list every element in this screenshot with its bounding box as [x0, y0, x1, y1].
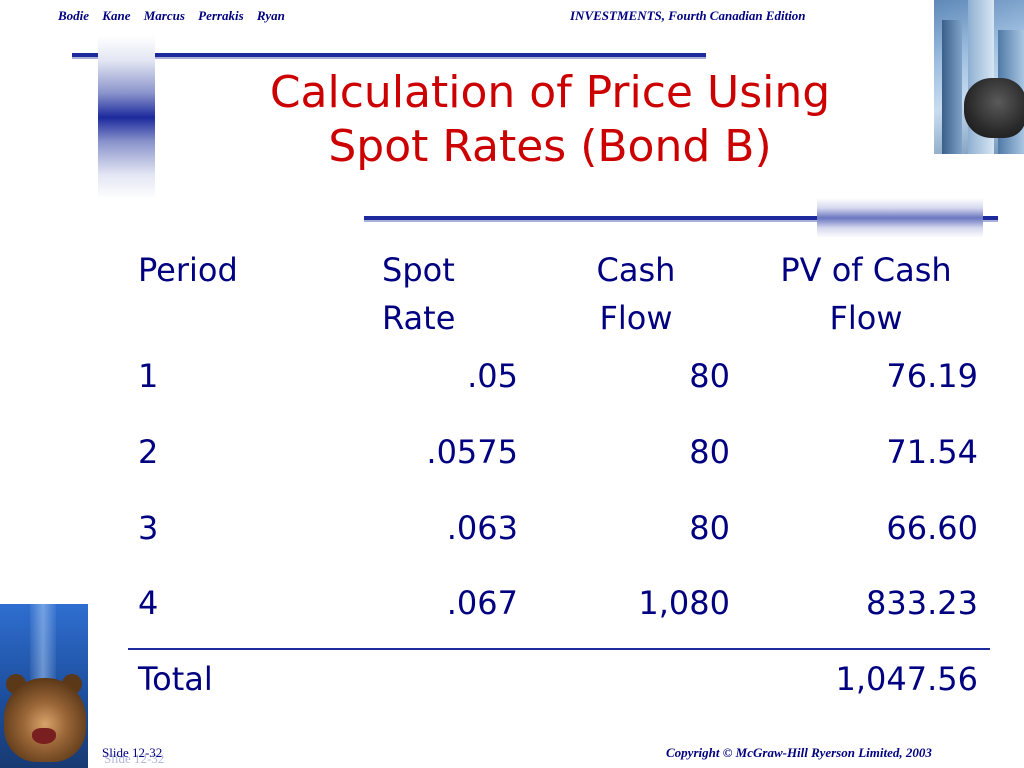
decorative-gradient-column	[98, 36, 155, 199]
copyright: Copyright © McGraw-Hill Ryerson Limited,…	[666, 745, 932, 760]
bear-photo	[0, 604, 88, 768]
header-cash-flow-line-2: Flow	[599, 299, 673, 337]
header-pv-of-cash-flow: PV of Cash Flow	[748, 246, 984, 342]
header-period: Period	[138, 251, 238, 289]
cell-spot-rate: .05	[467, 357, 518, 395]
header-spot-rate: Spot Rate	[382, 246, 455, 342]
decorative-rule-bottom-shadow	[364, 220, 998, 222]
header-authors: Bodie Kane Marcus Perrakis Ryan	[58, 8, 285, 23]
cell-cash-flow: 80	[689, 357, 730, 395]
slide-title-line-2: Spot Rates (Bond B)	[328, 121, 772, 172]
header-spot-rate-line-2: Rate	[382, 299, 456, 337]
header-pv-line-2: Flow	[829, 299, 903, 337]
cell-pv: 66.60	[886, 509, 978, 547]
bull-photo	[934, 0, 1024, 154]
cell-pv: 76.19	[886, 357, 978, 395]
decorative-rule-bottom	[364, 216, 998, 220]
decorative-rule-top-shadow	[72, 57, 706, 59]
cell-period: 3	[138, 509, 159, 547]
cell-period: 4	[138, 584, 159, 622]
cell-cash-flow: 1,080	[638, 584, 730, 622]
total-label: Total	[138, 660, 213, 698]
slide-title: Calculation of Price Using Spot Rates (B…	[175, 66, 925, 174]
cell-pv: 71.54	[886, 433, 978, 471]
cell-spot-rate: .0575	[426, 433, 518, 471]
cell-period: 1	[138, 357, 159, 395]
cell-cash-flow: 80	[689, 509, 730, 547]
slide-number: Slide 12-32	[102, 745, 163, 760]
header-cash-flow: Cash Flow	[564, 246, 708, 342]
cell-spot-rate: .063	[446, 509, 518, 547]
header-pv-line-1: PV of Cash	[780, 251, 952, 289]
cell-pv: 833.23	[866, 584, 978, 622]
total-divider	[128, 648, 990, 650]
cell-cash-flow: 80	[689, 433, 730, 471]
cell-period: 2	[138, 433, 159, 471]
cell-spot-rate: .067	[446, 584, 518, 622]
decorative-gradient-block	[817, 198, 983, 238]
decorative-rule-top	[72, 53, 706, 57]
header-cash-flow-line-1: Cash	[596, 251, 676, 289]
total-value: 1,047.56	[835, 660, 979, 698]
slide-title-line-1: Calculation of Price Using	[269, 67, 831, 118]
header-spot-rate-line-1: Spot	[382, 251, 455, 289]
slide-number-shadow: Slide 12-32	[104, 751, 165, 766]
header-book-title: INVESTMENTS, Fourth Canadian Edition	[570, 8, 806, 23]
